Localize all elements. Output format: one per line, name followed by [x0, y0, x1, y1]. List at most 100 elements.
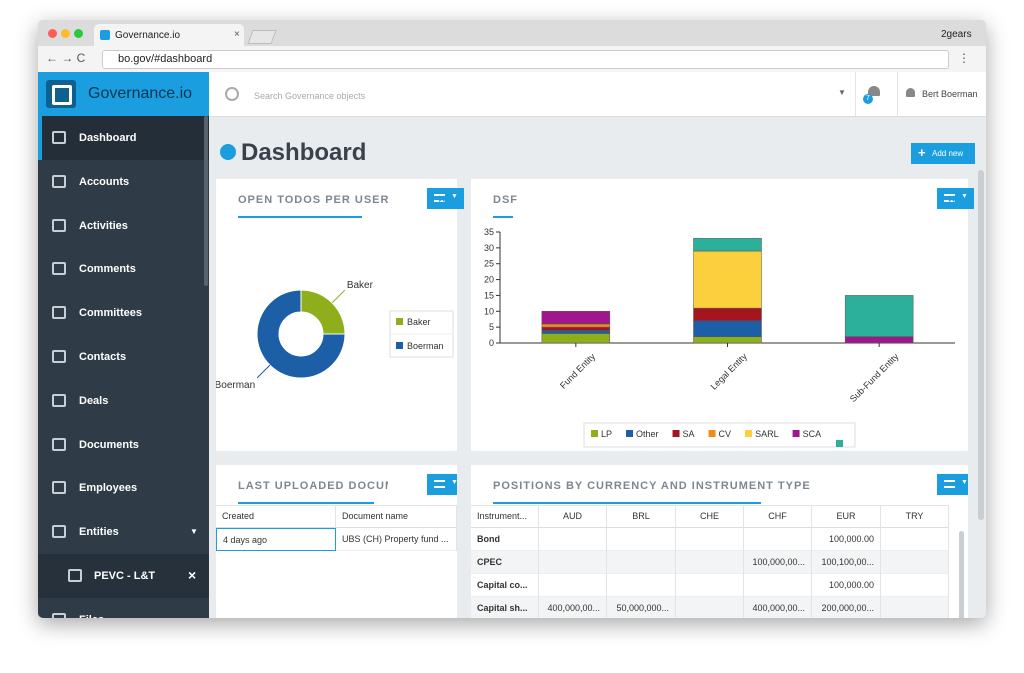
table-row[interactable] [471, 597, 949, 618]
add-label[interactable]: Add new [932, 149, 964, 158]
main-scrollbar[interactable] [978, 170, 984, 520]
x-tick-label: Sub-Fund Entity [848, 351, 901, 404]
nav-item[interactable] [38, 554, 209, 598]
table-cell[interactable] [676, 597, 744, 618]
table-cell[interactable] [881, 528, 949, 551]
table-cell[interactable] [607, 551, 676, 574]
column-header[interactable]: TRY [881, 505, 949, 528]
table-cell[interactable] [676, 551, 744, 574]
y-tick-label: 25 [484, 259, 494, 269]
column-header[interactable]: EUR [812, 505, 881, 528]
nav-label[interactable]: Files [79, 614, 104, 618]
min-dot[interactable] [61, 29, 70, 38]
settings-button[interactable]: ▼ [427, 474, 457, 495]
table-cell[interactable] [881, 597, 949, 618]
column-header[interactable]: Instrument... [471, 505, 539, 528]
tab[interactable] [94, 24, 244, 46]
table-cell[interactable]: 400,000,00... [539, 597, 607, 618]
new-tab[interactable] [247, 30, 277, 44]
table-cell[interactable] [744, 574, 812, 597]
profile[interactable]: 2gears [941, 29, 972, 40]
menu-button[interactable]: ⋮ [958, 51, 970, 65]
url-box[interactable] [102, 50, 949, 69]
close-dot[interactable] [48, 29, 57, 38]
tab-close[interactable]: × [234, 29, 240, 40]
tab-title[interactable]: Governance.io [115, 30, 181, 41]
nav-label[interactable]: Accounts [79, 175, 130, 188]
title-underline [493, 502, 761, 504]
column-header[interactable]: Document name [336, 505, 457, 528]
y-tick-label: 35 [484, 227, 494, 237]
nav-buttons[interactable]: ← → C [46, 51, 86, 65]
user-name[interactable]: Bert Boerman [922, 89, 978, 99]
column-header[interactable]: CHE [676, 505, 744, 528]
table-cell[interactable] [881, 574, 949, 597]
legend-swatch [745, 430, 753, 437]
nav-label[interactable]: Employees [79, 482, 138, 495]
close-widget[interactable]: × [948, 191, 956, 206]
column-header[interactable]: AUD [539, 505, 607, 528]
search-input[interactable]: Search Governance objects [254, 91, 366, 101]
nav-label[interactable]: Deals [79, 394, 109, 407]
table-cell[interactable]: 100,000.00 [812, 574, 881, 597]
notification-badge[interactable]: 7 [863, 94, 873, 104]
nav-label[interactable]: Documents [79, 438, 139, 451]
table-cell[interactable]: Bond [471, 528, 539, 551]
settings-button[interactable]: ▼ [937, 474, 968, 495]
table-cell[interactable]: Capital sh... [471, 597, 539, 618]
max-dot[interactable] [74, 29, 83, 38]
nav-label[interactable]: Contacts [79, 351, 127, 363]
bell[interactable] [868, 86, 880, 96]
table-cell[interactable] [881, 551, 949, 574]
table-row[interactable] [471, 574, 949, 597]
column-header[interactable]: CHF [744, 505, 812, 528]
sidebar-scrollbar[interactable] [204, 116, 208, 286]
add-button[interactable] [911, 143, 975, 164]
nav-icon [52, 525, 66, 539]
table-cell[interactable] [744, 528, 812, 551]
table-cell[interactable]: 50,000,000... [607, 597, 676, 618]
table-row[interactable] [471, 551, 949, 574]
bar-segment [844, 336, 914, 344]
table-cell[interactable]: Capital co... [471, 574, 539, 597]
table-cell[interactable] [539, 528, 607, 551]
leader-line [256, 364, 271, 379]
column-header[interactable]: Created [216, 505, 336, 528]
table-cell[interactable]: 100,000.00 [812, 528, 881, 551]
nav-label[interactable]: Activities [79, 219, 128, 232]
table-cell[interactable] [539, 574, 607, 597]
column-header[interactable]: BRL [607, 505, 676, 528]
nav-label[interactable]: Dashboard [79, 132, 137, 144]
nav-icon [52, 262, 66, 276]
close-widget[interactable]: × [438, 191, 446, 206]
table-cell[interactable]: 100,100,00... [812, 551, 881, 574]
nav-item[interactable] [38, 116, 209, 160]
brand[interactable]: Governance.io [88, 85, 193, 102]
nav-label[interactable]: Comments [79, 263, 136, 276]
table-cell[interactable]: 400,000,00... [744, 597, 812, 618]
url[interactable]: bo.gov/#dashboard [118, 53, 213, 65]
settings-button[interactable]: ▼ [937, 188, 974, 209]
table-cell[interactable] [607, 528, 676, 551]
table-cell[interactable]: 200,000,00... [812, 597, 881, 618]
table-cell[interactable] [676, 574, 744, 597]
logo-glyph [52, 85, 72, 105]
expand-arrow[interactable]: ▼ [190, 527, 198, 537]
table-cell[interactable]: UBS (CH) Property fund ... [336, 528, 457, 551]
table-cell[interactable] [539, 551, 607, 574]
table-cell[interactable]: 4 days ago [216, 528, 336, 551]
nav-label[interactable]: PEVC - L&T [94, 570, 156, 582]
remove-button[interactable]: × [188, 567, 197, 583]
nav-label[interactable]: Committees [79, 307, 142, 320]
search-dropdown[interactable]: ▼ [838, 88, 846, 97]
table-scrollbar[interactable] [959, 531, 964, 618]
table-row[interactable] [471, 528, 949, 551]
table-cell[interactable]: 100,000,00... [744, 551, 812, 574]
table-cell[interactable]: CPEC [471, 551, 539, 574]
table-cell[interactable] [607, 574, 676, 597]
table-cell[interactable] [676, 528, 744, 551]
table-row[interactable] [216, 528, 457, 551]
settings-button[interactable]: ▼ [427, 188, 464, 209]
widget-title: LAST UPLOADED DOCUMENTS [238, 480, 388, 492]
nav-label[interactable]: Entities [79, 526, 119, 539]
